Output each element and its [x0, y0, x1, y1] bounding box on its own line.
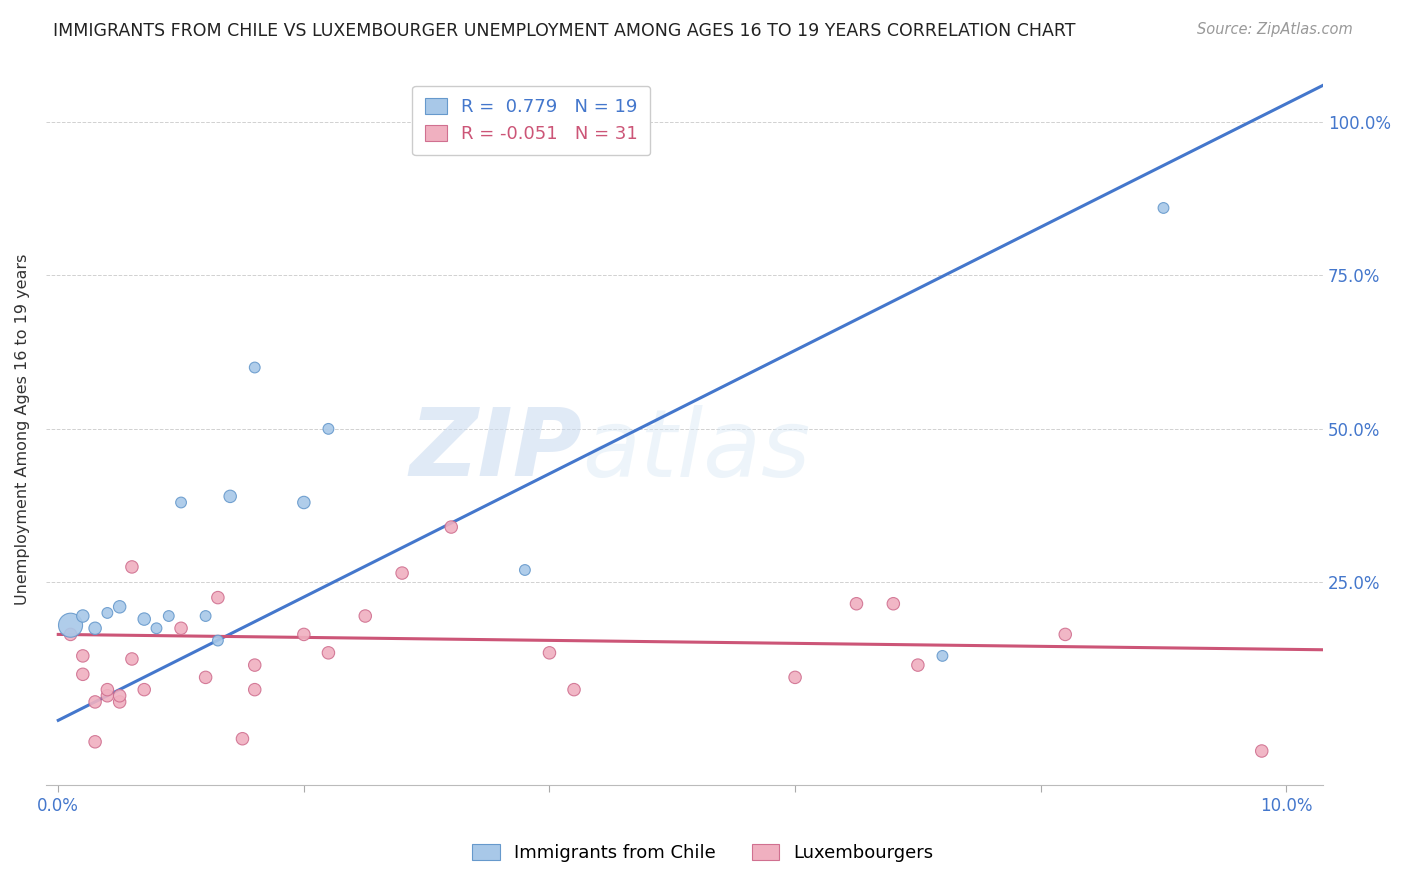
Point — [1250, 744, 1272, 758]
Point — [931, 648, 953, 663]
Point — [170, 495, 193, 509]
Point — [108, 689, 131, 703]
Point — [59, 618, 82, 632]
Point — [84, 695, 107, 709]
Point — [243, 682, 266, 697]
Point — [121, 652, 143, 666]
Point — [134, 682, 156, 697]
Text: ZIP: ZIP — [409, 404, 582, 496]
Point — [783, 670, 806, 684]
Point — [243, 658, 266, 673]
Text: IMMIGRANTS FROM CHILE VS LUXEMBOURGER UNEMPLOYMENT AMONG AGES 16 TO 19 YEARS COR: IMMIGRANTS FROM CHILE VS LUXEMBOURGER UN… — [53, 22, 1076, 40]
Point — [84, 621, 107, 635]
Point — [354, 609, 377, 624]
Point — [1054, 627, 1077, 641]
Point — [134, 612, 156, 626]
Legend: Immigrants from Chile, Luxembourgers: Immigrants from Chile, Luxembourgers — [465, 837, 941, 870]
Text: Source: ZipAtlas.com: Source: ZipAtlas.com — [1197, 22, 1353, 37]
Point — [194, 670, 217, 684]
Point — [145, 621, 167, 635]
Point — [538, 115, 561, 129]
Point — [318, 646, 340, 660]
Point — [292, 495, 315, 509]
Point — [243, 360, 266, 375]
Text: atlas: atlas — [582, 405, 811, 496]
Point — [440, 520, 463, 534]
Point — [121, 560, 143, 574]
Point — [882, 597, 904, 611]
Legend: R =  0.779   N = 19, R = -0.051   N = 31: R = 0.779 N = 19, R = -0.051 N = 31 — [412, 86, 651, 155]
Point — [907, 658, 929, 673]
Point — [157, 609, 180, 624]
Point — [292, 627, 315, 641]
Point — [1153, 201, 1175, 215]
Point — [96, 689, 118, 703]
Point — [170, 621, 193, 635]
Point — [231, 731, 253, 746]
Point — [513, 563, 536, 577]
Point — [96, 606, 118, 620]
Y-axis label: Unemployment Among Ages 16 to 19 years: Unemployment Among Ages 16 to 19 years — [15, 253, 30, 605]
Point — [391, 566, 413, 580]
Point — [194, 609, 217, 624]
Point — [207, 591, 229, 605]
Point — [538, 646, 561, 660]
Point — [108, 599, 131, 614]
Point — [72, 609, 94, 624]
Point — [84, 735, 107, 749]
Point — [96, 682, 118, 697]
Point — [72, 667, 94, 681]
Point — [108, 695, 131, 709]
Point — [72, 648, 94, 663]
Point — [59, 627, 82, 641]
Point — [562, 682, 585, 697]
Point — [219, 489, 242, 503]
Point — [318, 422, 340, 436]
Point — [845, 597, 868, 611]
Point — [207, 633, 229, 648]
